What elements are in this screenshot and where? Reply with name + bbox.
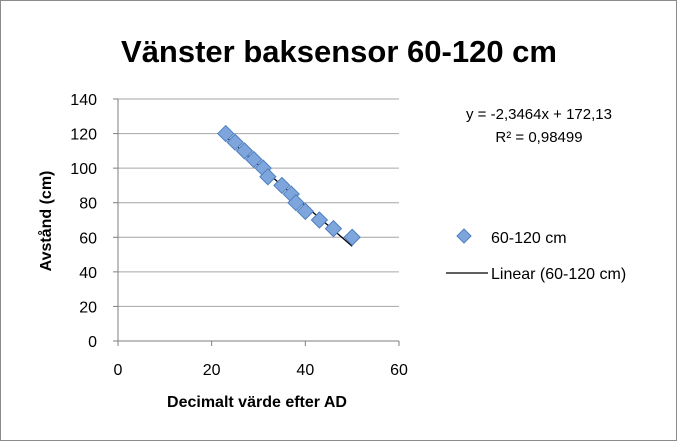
data-point (245, 150, 263, 169)
x-tick-label-20: 20 (203, 362, 221, 379)
data-point (273, 176, 291, 195)
data-point (217, 124, 235, 143)
y-tick-label-60: 60 (79, 230, 97, 247)
data-points (217, 124, 361, 246)
data-point (310, 211, 329, 229)
y-tick-label-80: 80 (79, 196, 97, 213)
x-tick-labels: 0 20 40 60 (114, 362, 408, 379)
y-tick-label-140: 140 (70, 92, 97, 109)
x-axis-title: Decimalt värde efter AD (167, 394, 347, 411)
data-point (259, 168, 277, 186)
data-point (235, 142, 254, 160)
legend: 60-120 cm Linear (60-120 cm) (446, 228, 626, 283)
y-axis-title: Avstånd (cm) (37, 171, 55, 272)
gridlines (118, 98, 399, 307)
y-tick-labels: 0 20 40 60 80 100 120 140 (70, 92, 97, 351)
trendline-r-squared: R² = 0,98499 (495, 129, 582, 146)
y-tick-label-100: 100 (70, 161, 97, 178)
data-point (324, 219, 343, 238)
y-tick-label-40: 40 (79, 265, 97, 282)
legend-label-series: 60-120 cm (491, 230, 567, 247)
legend-label-trendline: Linear (60-120 cm) (491, 266, 626, 283)
x-tick-label-40: 40 (296, 362, 314, 379)
axes (113, 98, 400, 346)
y-tick-label-120: 120 (70, 127, 97, 144)
legend-marker-diamond (456, 228, 472, 244)
chart-title: Vänster baksensor 60-120 cm (121, 34, 557, 69)
x-tick-label-60: 60 (390, 362, 408, 379)
y-tick-label-20: 20 (79, 299, 97, 316)
x-tick-label-0: 0 (114, 362, 123, 379)
data-point (296, 202, 315, 221)
data-point (343, 228, 361, 246)
trendline-equation: y = -2,3464x + 172,13 (466, 106, 612, 123)
y-tick-label-0: 0 (88, 334, 97, 351)
data-point (287, 194, 305, 212)
data-point (226, 133, 244, 151)
